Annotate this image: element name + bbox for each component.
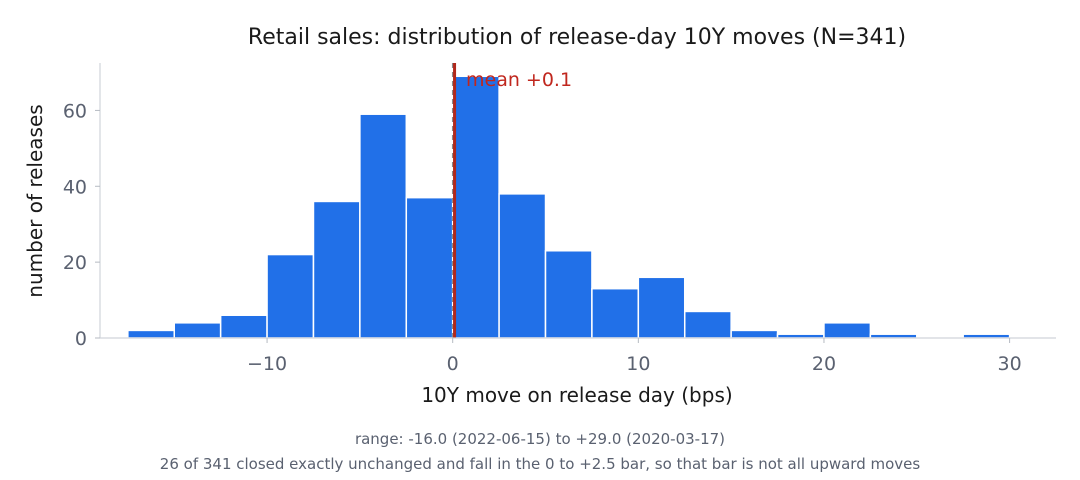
x-tick-label: 0: [447, 353, 459, 375]
histogram-bar: [127, 329, 176, 339]
histogram-bar: [451, 75, 500, 339]
x-axis-label: 10Y move on release day (bps): [421, 383, 732, 407]
x-tick-label: −10: [247, 353, 287, 375]
histogram-bar: [219, 314, 268, 339]
reference-lines: [451, 63, 457, 338]
histogram-bar: [266, 253, 315, 339]
x-tick-label: 20: [812, 353, 836, 375]
x-tick-label: 30: [997, 353, 1021, 375]
y-tick-label: 0: [75, 328, 87, 350]
histogram-bar: [730, 329, 779, 339]
histogram-bar: [823, 322, 872, 339]
y-axis-label: number of releases: [23, 104, 47, 297]
x-tick-label: 10: [626, 353, 650, 375]
histogram-bar: [637, 276, 686, 339]
x-ticks: −10 0 10 20 30: [247, 338, 1022, 375]
histogram-bar: [544, 250, 593, 339]
histogram-bar: [683, 310, 732, 339]
y-tick-label: 40: [63, 176, 87, 198]
y-tick-label: 20: [63, 252, 87, 274]
caveat-note: 26 of 341 closed exactly unchanged and f…: [160, 455, 921, 473]
histogram-bar: [591, 287, 640, 339]
histogram-bar: [359, 113, 408, 339]
histogram-bar: [405, 196, 454, 339]
mean-label: mean +0.1: [466, 69, 572, 91]
y-tick-label: 60: [63, 100, 87, 122]
chart-title: Retail sales: distribution of release-da…: [248, 25, 906, 50]
range-note: range: -16.0 (2022-06-15) to +29.0 (2020…: [355, 430, 725, 448]
y-ticks: 0 20 40 60: [63, 100, 100, 350]
bars-group: [127, 75, 1011, 339]
histogram-bar: [312, 200, 361, 339]
histogram-bar: [173, 322, 222, 339]
histogram-bar: [498, 193, 547, 339]
